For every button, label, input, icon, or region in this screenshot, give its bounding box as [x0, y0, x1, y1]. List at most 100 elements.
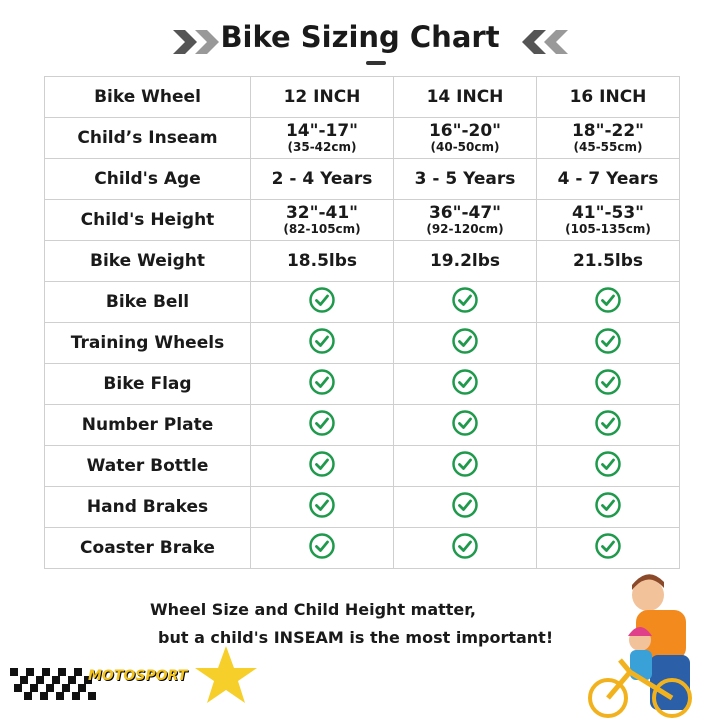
cell-sub: (92-120cm) [426, 222, 504, 236]
cell-main: 19.2lbs [429, 251, 501, 271]
check-cell [393, 445, 537, 487]
flag-square [26, 668, 34, 676]
feature-row: Bike Bell [44, 281, 680, 323]
title: Bike Sizing Chart [220, 20, 500, 54]
flag-square [88, 692, 96, 700]
check-icon [595, 491, 621, 518]
cell-sub: (82-105cm) [283, 222, 361, 236]
flag-square [68, 676, 76, 684]
title-dash [366, 61, 386, 65]
footer-line: but a child's INSEAM is the most importa… [158, 628, 554, 647]
cell-sub: (40-50cm) [430, 140, 500, 154]
check-icon [309, 368, 335, 395]
check-icon [595, 532, 621, 559]
row-label: Water Bottle [44, 445, 251, 487]
flag-square [40, 692, 48, 700]
cell: 18.5lbs [250, 240, 394, 282]
illustration [588, 574, 692, 718]
row-label: Bike Bell [44, 281, 251, 323]
cell-main: 16"-20" [428, 121, 502, 141]
flag-square [36, 676, 44, 684]
check-icon [595, 409, 621, 436]
check-icon [452, 450, 478, 477]
row-label: Hand Brakes [44, 486, 251, 528]
check-cell [250, 322, 394, 364]
check-cell [250, 404, 394, 446]
check-cell [536, 486, 680, 528]
check-icon [595, 327, 621, 354]
check-cell [393, 527, 537, 569]
check-icon [452, 368, 478, 395]
flag-square [30, 684, 38, 692]
spec-row: Child’s Inseam 14"-17" (35-42cm) 16"-20" (40… [44, 117, 680, 159]
check-cell [250, 363, 394, 405]
check-icon [309, 450, 335, 477]
cell: 41"-53" (105-135cm) [536, 199, 680, 241]
check-icon [452, 327, 478, 354]
cell: 2 - 4 Years [250, 158, 394, 200]
flag-square [58, 668, 66, 676]
column-header: 16 INCH [536, 76, 680, 118]
spec-row: Child's Height 32"-41" (82-105cm) 36"-47" (9… [44, 199, 680, 241]
check-icon [309, 327, 335, 354]
check-cell [250, 486, 394, 528]
cell-main: 14"-17" [285, 121, 359, 141]
check-cell [536, 281, 680, 323]
flag-square [78, 684, 86, 692]
feature-row: Bike Flag [44, 363, 680, 405]
feature-row: Water Bottle [44, 445, 680, 487]
flag-square [24, 692, 32, 700]
check-icon [595, 368, 621, 395]
row-label: Child's Age [44, 158, 251, 200]
check-cell [250, 445, 394, 487]
feature-row: Number Plate [44, 404, 680, 446]
row-label: Training Wheels [44, 322, 251, 364]
cell-sub: (45-55cm) [573, 140, 643, 154]
sizing-table: Bike Wheel 12 INCH 14 INCH 16 INCH Child’s I… [44, 76, 680, 569]
check-icon [309, 491, 335, 518]
footer-line: Wheel Size and Child Height matter, [150, 600, 476, 619]
chevrons-left [173, 30, 219, 54]
cell-main: 4 - 7 Years [557, 169, 659, 189]
check-icon [309, 532, 335, 559]
chevrons-right [522, 30, 568, 54]
flag-square [46, 684, 54, 692]
spec-row: Bike Weight 18.5lbs 19.2lbs 21.5lbs [44, 240, 680, 282]
flag-square [14, 684, 22, 692]
check-cell [536, 322, 680, 364]
row-label: Bike Flag [44, 363, 251, 405]
flag-square [20, 676, 28, 684]
cell: 21.5lbs [536, 240, 680, 282]
cell: 4 - 7 Years [536, 158, 680, 200]
flag-square [42, 668, 50, 676]
checkered-flag [10, 668, 96, 700]
logo: MOTOSPORT [88, 668, 188, 684]
check-cell [393, 486, 537, 528]
cell: 36"-47" (92-120cm) [393, 199, 537, 241]
check-icon [595, 286, 621, 313]
cell-main: 18.5lbs [286, 251, 358, 271]
cell-main: 18"-22" [571, 121, 645, 141]
cell-main: 2 - 4 Years [271, 169, 373, 189]
flag-square [10, 668, 18, 676]
row-label: Coaster Brake [44, 527, 251, 569]
check-cell [393, 281, 537, 323]
cell-sub: (35-42cm) [287, 140, 357, 154]
column-header: 12 INCH [250, 76, 394, 118]
check-cell [536, 445, 680, 487]
check-cell [536, 363, 680, 405]
column-header: Bike Wheel [44, 76, 251, 118]
check-icon [452, 409, 478, 436]
row-label: Bike Weight [44, 240, 251, 282]
flag-square [84, 676, 92, 684]
row-label: Number Plate [44, 404, 251, 446]
cell-main: 3 - 5 Years [414, 169, 516, 189]
check-cell [536, 404, 680, 446]
column-header: 14 INCH [393, 76, 537, 118]
cell-main: 32"-41" [285, 203, 359, 223]
check-icon [309, 286, 335, 313]
check-icon [452, 491, 478, 518]
row-label: Child's Height [44, 199, 251, 241]
header-row: Bike Wheel 12 INCH 14 INCH 16 INCH [44, 76, 680, 118]
